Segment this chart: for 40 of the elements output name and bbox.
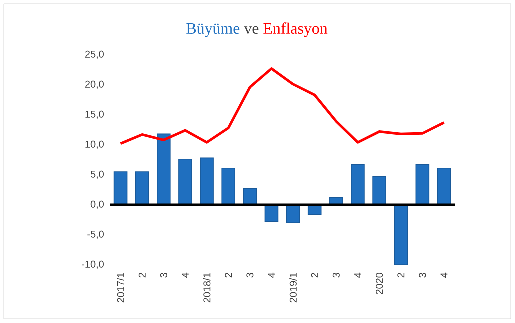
x-tick-label: 4: [268, 272, 276, 278]
x-tick-label: 2: [398, 273, 405, 278]
x-tick-label: 2: [311, 273, 318, 278]
bar: [178, 159, 192, 206]
bar: [286, 204, 300, 224]
text: Büyüme: [186, 23, 240, 38]
x-tick-label: 3: [419, 273, 426, 278]
x-tick-label: 2018/1: [203, 273, 211, 303]
x-tick-label: 2020: [376, 273, 384, 294]
y-tick-label: -10,0: [82, 260, 104, 270]
y-tick-label: 15,0: [86, 110, 104, 120]
x-tick-label: 2: [138, 273, 146, 278]
x-tick-label: 4: [182, 272, 189, 278]
bar: [394, 204, 408, 266]
x-tick-label: 3: [160, 273, 168, 278]
y-tick-label: 0,0: [90, 200, 104, 210]
bar: [114, 172, 128, 206]
line-series: [119, 68, 446, 146]
y-tick-label: 20,0: [85, 80, 104, 90]
bar: [135, 172, 150, 206]
bar: [416, 164, 430, 206]
y-tick-label: 25,0: [85, 50, 104, 60]
y-tick-label: -5,0: [88, 230, 104, 240]
bar: [200, 158, 214, 206]
x-tick-label: 3: [332, 273, 340, 278]
y-tick-label: 5,0: [90, 170, 104, 180]
x-tick-label: 3: [246, 273, 254, 278]
x-tick-label: 2019/1: [290, 273, 297, 303]
x-tick-label: 2: [225, 273, 232, 278]
bar: [351, 164, 365, 206]
chart-title: ve: [244, 26, 259, 34]
x-tick-label: 4: [354, 272, 362, 278]
x-tick-label: 4: [440, 272, 448, 278]
bar: [222, 168, 236, 206]
text: Enflasyon: [264, 22, 328, 38]
bar: [157, 134, 171, 206]
y-tick-label: 10,0: [86, 140, 104, 150]
bar: [372, 176, 386, 206]
bar: [437, 168, 452, 206]
x-tick-label: 2017/1: [117, 273, 124, 303]
